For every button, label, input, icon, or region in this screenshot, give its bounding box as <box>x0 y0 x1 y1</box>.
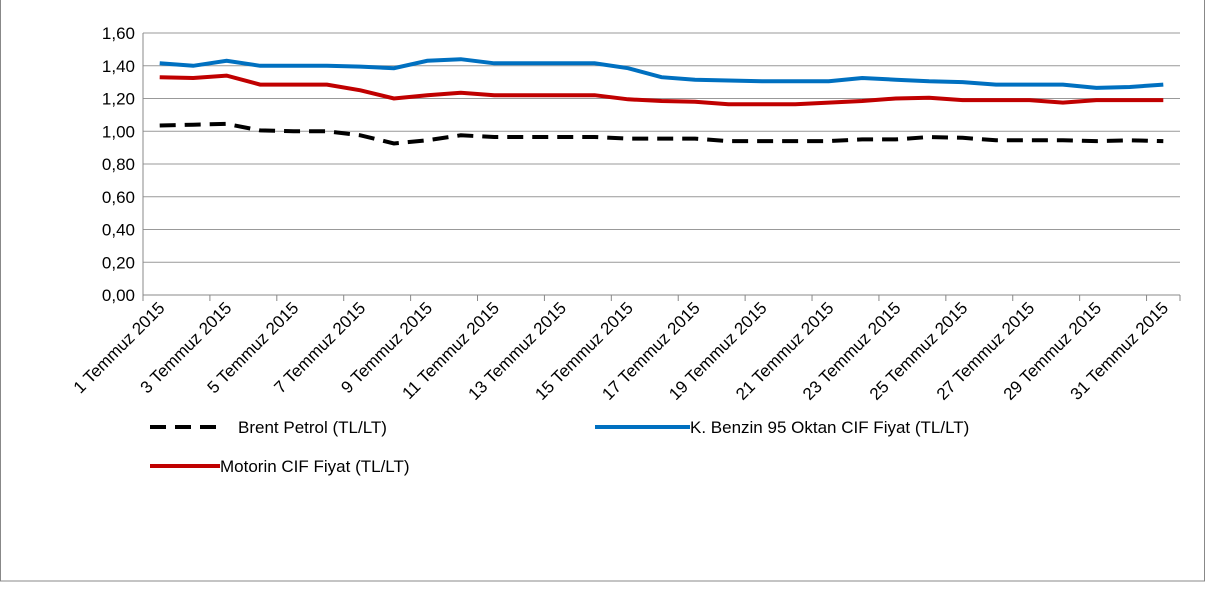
y-tick-label: 1,40 <box>102 57 135 76</box>
y-tick-label: 0,60 <box>102 188 135 207</box>
chart-frame <box>0 0 1205 582</box>
y-tick-label: 0,40 <box>102 221 135 240</box>
y-tick-label: 0,80 <box>102 155 135 174</box>
series-line <box>159 57 1164 90</box>
legend-label: K. Benzin 95 Oktan CIF Fiyat (TL/LT) <box>690 418 969 437</box>
y-tick-label: 1,20 <box>102 90 135 109</box>
legend-label: Motorin CIF Fiyat (TL/LT) <box>220 457 410 476</box>
y-tick-label: 1,00 <box>102 122 135 141</box>
series-line <box>159 73 1164 107</box>
legend-label: Brent Petrol (TL/LT) <box>238 418 387 437</box>
series-line <box>159 121 1164 146</box>
y-tick-label: 0,20 <box>102 253 135 272</box>
y-tick-label: 0,00 <box>102 286 135 305</box>
y-tick-label: 1,60 <box>102 24 135 43</box>
